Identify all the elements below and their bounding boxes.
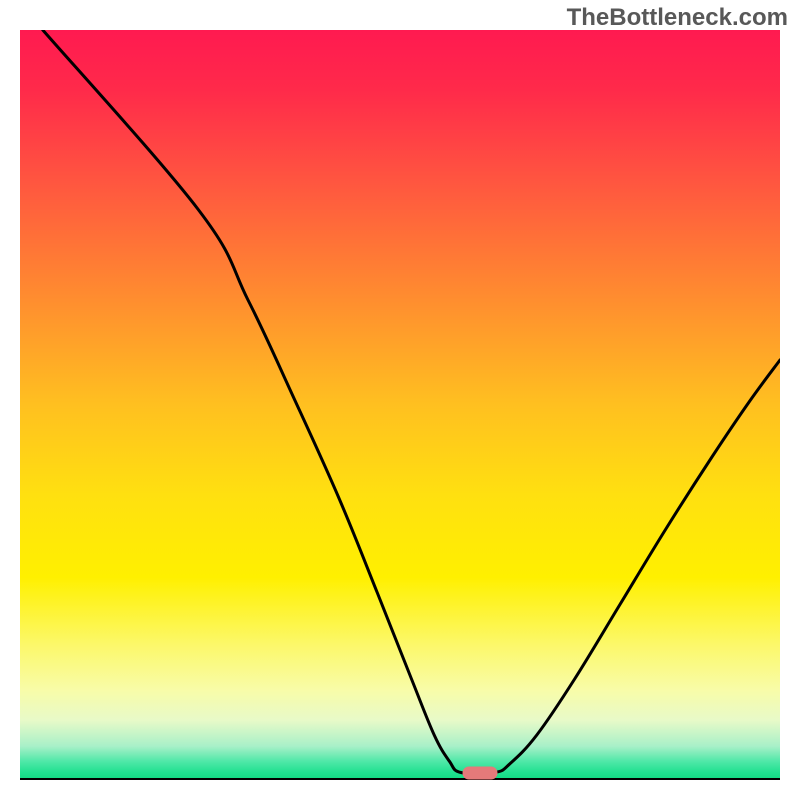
optimal-marker	[462, 766, 497, 779]
plot-area	[20, 30, 780, 780]
watermark-text: TheBottleneck.com	[567, 4, 788, 32]
bottleneck-chart: TheBottleneck.com	[0, 0, 800, 800]
bottleneck-curve	[43, 30, 780, 774]
curve-layer	[20, 30, 780, 780]
